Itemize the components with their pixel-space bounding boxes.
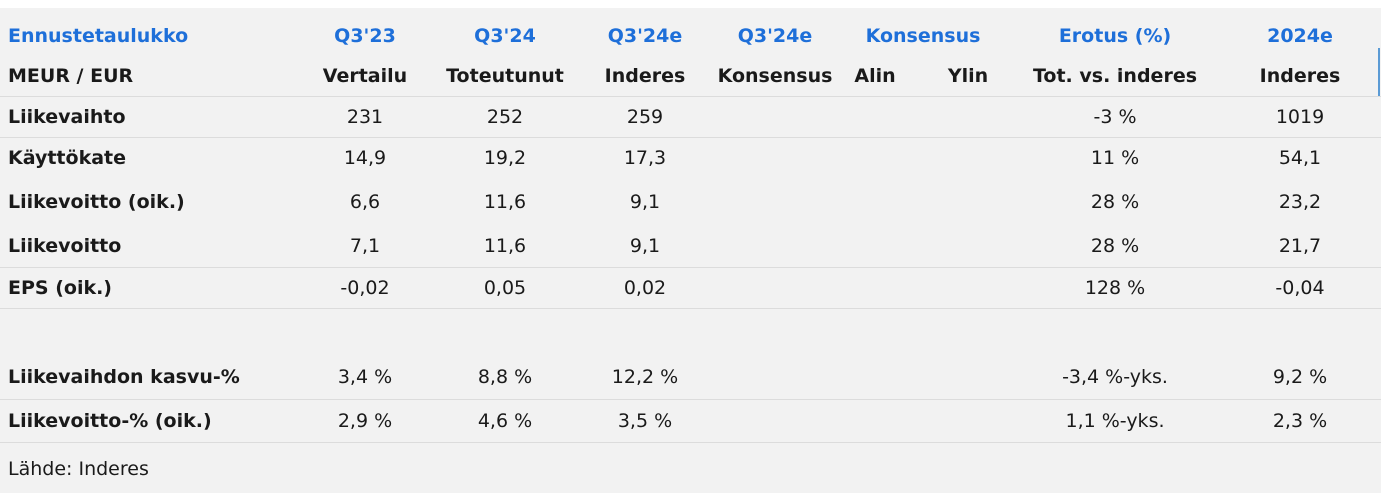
- row-label: EPS (oik.): [8, 277, 112, 299]
- cell-q324e: 12,2 %: [611, 366, 679, 388]
- table-title: Ennustetaulukko: [8, 25, 189, 47]
- table-row: Liikevaihdon kasvu-% 3,4 % 8,8 % 12,2 % …: [0, 355, 1381, 399]
- table-row: Liikevoitto-% (oik.) 2,9 % 4,6 % 3,5 % 1…: [0, 400, 1381, 442]
- row-label: Liikevoitto-% (oik.): [8, 410, 212, 432]
- cell-q324: 11,6: [483, 191, 527, 213]
- source-note: Lähde: Inderes: [8, 458, 149, 480]
- col-subheader-alin: Alin: [854, 65, 896, 87]
- cell-q323: 231: [346, 106, 384, 128]
- col-header-konsensus: Konsensus: [865, 25, 981, 47]
- forecast-table-panel: [0, 8, 1381, 493]
- cell-erotus: 28 %: [1090, 235, 1140, 257]
- col-header-erotus: Erotus (%): [1058, 25, 1172, 47]
- table-row: EPS (oik.) -0,02 0,05 0,02 128 % -0,04: [0, 268, 1381, 308]
- cell-2024e: 21,7: [1278, 235, 1322, 257]
- row-separator: [0, 308, 1381, 309]
- cell-erotus: 128 %: [1084, 277, 1146, 299]
- cell-q324e: 17,3: [623, 147, 667, 169]
- cell-erotus: -3,4 %-yks.: [1062, 366, 1168, 388]
- row-separator: [0, 442, 1381, 443]
- row-label: Käyttökate: [8, 147, 126, 169]
- column-edge-marker: [1378, 48, 1380, 96]
- col-subheader-ylin: Ylin: [947, 65, 989, 87]
- cell-q324e: 0,02: [623, 277, 667, 299]
- row-separator: [0, 399, 1381, 400]
- cell-2024e: 23,2: [1278, 191, 1322, 213]
- unit-label: MEUR / EUR: [8, 65, 134, 87]
- cell-2024e: 2,3 %: [1272, 410, 1328, 432]
- row-separator: [0, 137, 1381, 138]
- cell-q323: -0,02: [340, 277, 390, 299]
- col-header-q324: Q3'24: [474, 25, 536, 47]
- cell-2024e: 1019: [1275, 106, 1325, 128]
- col-subheader-toteutunut: Toteutunut: [446, 65, 564, 87]
- cell-erotus: 1,1 %-yks.: [1065, 410, 1165, 432]
- cell-q323: 3,4 %: [337, 366, 393, 388]
- cell-q323: 7,1: [349, 235, 381, 257]
- cell-q324e: 9,1: [629, 191, 661, 213]
- cell-q324: 252: [486, 106, 524, 128]
- row-label: Liikevaihto: [8, 106, 126, 128]
- cell-q324: 11,6: [483, 235, 527, 257]
- table-row: Käyttökate 14,9 19,2 17,3 11 % 54,1: [0, 138, 1381, 178]
- header-row-1: Ennustetaulukko Q3'23 Q3'24 Q3'24e Q3'24…: [0, 14, 1381, 58]
- cell-2024e: 9,2 %: [1272, 366, 1328, 388]
- cell-q323: 2,9 %: [337, 410, 393, 432]
- row-label: Liikevoitto: [8, 235, 122, 257]
- row-separator: [0, 267, 1381, 268]
- table-row: Liikevoitto (oik.) 6,6 11,6 9,1 28 % 23,…: [0, 180, 1381, 224]
- cell-2024e: -0,04: [1275, 277, 1325, 299]
- cell-q324: 19,2: [483, 147, 527, 169]
- col-header-q324e: Q3'24e: [607, 25, 683, 47]
- header-row-2: MEUR / EUR Vertailu Toteutunut Inderes K…: [0, 55, 1381, 97]
- cell-erotus: 28 %: [1090, 191, 1140, 213]
- col-subheader-vertailu: Vertailu: [322, 65, 408, 87]
- cell-erotus: 11 %: [1090, 147, 1140, 169]
- row-label: Liikevoitto (oik.): [8, 191, 185, 213]
- cell-q324e: 259: [626, 106, 664, 128]
- row-label: Liikevaihdon kasvu-%: [8, 366, 240, 388]
- col-subheader-inderes: Inderes: [604, 65, 686, 87]
- cell-q324: 8,8 %: [477, 366, 533, 388]
- cell-q324e: 3,5 %: [617, 410, 673, 432]
- table-row: Liikevoitto 7,1 11,6 9,1 28 % 21,7: [0, 225, 1381, 267]
- cell-q324: 4,6 %: [477, 410, 533, 432]
- cell-q323: 6,6: [349, 191, 381, 213]
- col-subheader-tot-vs-inderes: Tot. vs. inderes: [1032, 65, 1198, 87]
- cell-q324: 0,05: [483, 277, 527, 299]
- col-header-q323: Q3'23: [334, 25, 396, 47]
- cell-erotus: -3 %: [1093, 106, 1137, 128]
- cell-2024e: 54,1: [1278, 147, 1322, 169]
- col-header-q324e-consensus: Q3'24e: [737, 25, 813, 47]
- col-subheader-inderes-2024e: Inderes: [1259, 65, 1341, 87]
- cell-q323: 14,9: [343, 147, 387, 169]
- cell-q324e: 9,1: [629, 235, 661, 257]
- col-header-2024e: 2024e: [1267, 25, 1333, 47]
- table-row: Liikevaihto 231 252 259 -3 % 1019: [0, 97, 1381, 137]
- header-separator: [0, 96, 1381, 97]
- col-subheader-konsensus: Konsensus: [717, 65, 833, 87]
